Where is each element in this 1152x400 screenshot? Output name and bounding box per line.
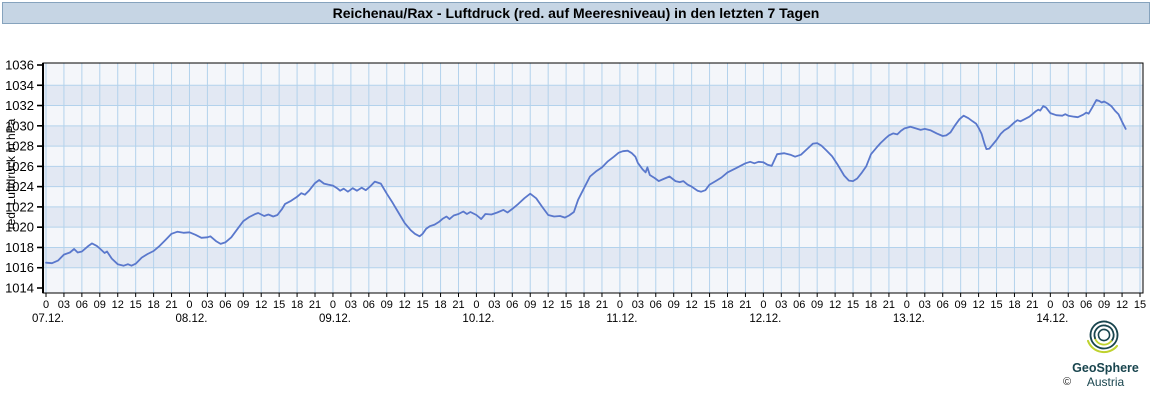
x-tick-label: 18 (434, 299, 446, 311)
y-tick-label: 1026 (5, 159, 34, 174)
x-tick-label: 15 (990, 299, 1002, 311)
date-labels: 07.12. 08.12. 09.12. 10.12. 11.12. 12.12. 13.1… (32, 313, 1068, 325)
x-tick-label: 09 (668, 299, 680, 311)
x-tick-label: 06 (650, 299, 662, 311)
x-tick-label: 03 (201, 299, 213, 311)
date-label: 08.12. (175, 313, 207, 325)
x-tick-label: 03 (919, 299, 931, 311)
x-tick-label: 0 (617, 299, 623, 311)
plot-frame (42, 62, 1144, 294)
x-tick-label: 21 (165, 299, 177, 311)
x-tick-label: 12 (972, 299, 984, 311)
chart-title-bar: Reichenau/Rax - Luftdruck (red. auf Meer… (2, 2, 1150, 24)
y-tick-label: 1024 (5, 179, 34, 194)
x-tick-label: 12 (829, 299, 841, 311)
x-tick-label: 15 (703, 299, 715, 311)
x-tick-label: 03 (345, 299, 357, 311)
x-tick-label: 06 (1080, 299, 1092, 311)
plot-bands (43, 63, 1143, 293)
x-tick-label: 21 (739, 299, 751, 311)
logo-swirl (1089, 320, 1108, 341)
x-tick-label: 0 (330, 299, 336, 311)
x-tick-label: 03 (488, 299, 500, 311)
y-tick-label: 1020 (5, 220, 34, 235)
y-tick-label: 1018 (5, 240, 34, 255)
date-label: 09.12. (319, 313, 351, 325)
x-tick-label: 12 (686, 299, 698, 311)
x-tick-label: 06 (363, 299, 375, 311)
x-tick-label: 21 (452, 299, 464, 311)
date-label: 07.12. (32, 313, 64, 325)
x-tick-label: 21 (1026, 299, 1038, 311)
x-tick-label: 06 (937, 299, 949, 311)
x-tick-label: 0 (43, 299, 49, 311)
x-tick-label: 21 (883, 299, 895, 311)
x-tick-label: 12 (542, 299, 554, 311)
x-tick-label: 18 (865, 299, 877, 311)
x-tick-label: 09 (524, 299, 536, 311)
date-label: 11.12. (606, 313, 637, 325)
x-tick-label: 03 (1062, 299, 1074, 311)
x-tick-label: 21 (309, 299, 321, 311)
grid-lines (43, 63, 1143, 293)
brand-country: Austria (1086, 375, 1125, 389)
x-tick-label: 15 (273, 299, 285, 311)
y-tick-label: 1016 (5, 260, 34, 275)
y-tick-label: 1032 (5, 98, 34, 113)
x-tick-label: 12 (255, 299, 267, 311)
x-tick-label: 0 (186, 299, 192, 311)
x-tick-label: 21 (596, 299, 608, 311)
x-tick-label: 09 (955, 299, 967, 311)
x-tick-label: 03 (632, 299, 644, 311)
x-tick-label: 09 (237, 299, 249, 311)
x-tick-label: 0 (473, 299, 479, 311)
x-tick-label: 12 (112, 299, 124, 311)
pressure-line (45, 99, 1127, 267)
x-tick-label: 15 (416, 299, 428, 311)
date-label: 10.12. (462, 313, 494, 325)
x-tick-label: 0 (760, 299, 766, 311)
x-tick-label: 0 (904, 299, 910, 311)
x-tick-label: 15 (130, 299, 142, 311)
y-tick-label: 1028 (5, 139, 34, 154)
x-tick-label: 06 (793, 299, 805, 311)
x-tick-label: 06 (76, 299, 88, 311)
x-tick-label: 15 (1134, 299, 1146, 311)
x-tick-label: 12 (399, 299, 411, 311)
x-tick-label: 09 (811, 299, 823, 311)
date-label: 14.12. (1036, 313, 1068, 325)
x-tick-label: 18 (1008, 299, 1020, 311)
x-tick-label: 03 (58, 299, 70, 311)
x-tick-label: 06 (506, 299, 518, 311)
chart-title: Reichenau/Rax - Luftdruck (red. auf Meer… (332, 5, 820, 21)
date-label: 12.12. (749, 313, 781, 325)
x-tick-label: 15 (560, 299, 572, 311)
x-tick-label: 12 (1116, 299, 1128, 311)
y-tick-label: 1022 (5, 199, 34, 214)
y-axis-ticks: 1014 1016 1018 1020 1022 1024 1026 1028 1030 1032… (5, 58, 43, 296)
x-tick-label: 18 (291, 299, 303, 311)
geosphere-logo-icon (1086, 320, 1119, 354)
y-tick-label: 1014 (5, 281, 34, 296)
date-label: 13.12. (893, 313, 925, 325)
brand-name: GeoSphere (1072, 361, 1139, 375)
x-tick-label: 06 (219, 299, 231, 311)
copyright-symbol: © (1063, 376, 1072, 388)
x-tick-label: 03 (775, 299, 787, 311)
x-tick-label: 0 (1047, 299, 1053, 311)
x-tick-label: 09 (1098, 299, 1110, 311)
y-tick-label: 1030 (5, 118, 34, 133)
x-tick-label: 09 (381, 299, 393, 311)
x-tick-label: 09 (94, 299, 106, 311)
x-tick-label: 15 (847, 299, 859, 311)
x-tick-label: 18 (578, 299, 590, 311)
x-axis-ticks: 0 03 06 09 12 15 18 21 0 03 06 09 12 15 18 21 0 03 06 09 12 1… (43, 293, 1146, 311)
x-tick-label: 18 (721, 299, 733, 311)
y-tick-label: 1034 (5, 78, 34, 93)
x-tick-label: 18 (147, 299, 159, 311)
y-tick-label: 1036 (5, 58, 34, 73)
